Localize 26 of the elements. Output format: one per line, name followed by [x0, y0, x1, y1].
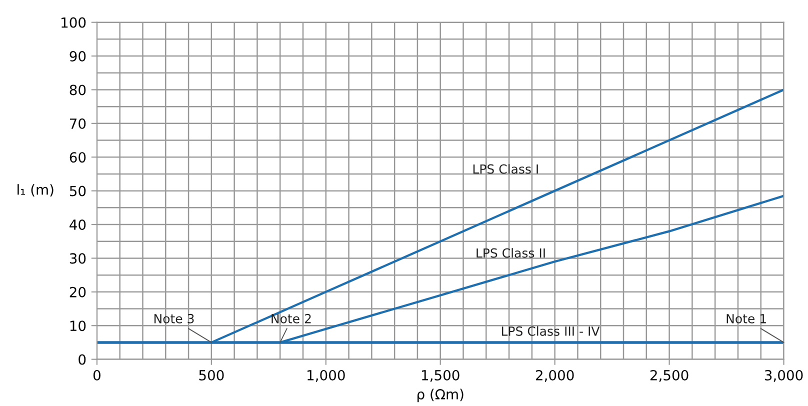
y-tick-label: 90: [70, 50, 86, 62]
y-tick-label: 80: [70, 84, 86, 96]
annotation: Note 2: [272, 314, 311, 324]
y-tick-label: 0: [78, 354, 86, 365]
x-tick-label: 3,000: [764, 370, 803, 382]
x-tick-label: 500: [199, 370, 224, 380]
y-tick-label: 60: [70, 152, 86, 163]
annotation: Note 3: [154, 314, 194, 324]
y-tick-label: 40: [70, 219, 86, 230]
series-label: LPS Class II: [476, 248, 545, 258]
y-tick-label: 10: [70, 320, 86, 332]
y-tick-label: 50: [70, 186, 86, 196]
y-axis-title: l₁ (m): [18, 184, 54, 196]
x-axis-title: ρ (Ωm): [418, 388, 464, 402]
x-tick-label: 0: [93, 370, 100, 380]
series-label: LPS Class III - IV: [502, 326, 600, 336]
series-label: LPS Class I: [473, 164, 538, 174]
y-tick-label: 20: [70, 286, 86, 298]
annotation: Note 1: [726, 314, 766, 324]
y-tick-label: 30: [70, 253, 86, 264]
y-tick-label: 70: [70, 118, 86, 129]
x-tick-label: 2,000: [536, 370, 574, 382]
y-tick-label: 100: [62, 17, 86, 28]
x-tick-label: 1,000: [308, 370, 345, 382]
x-tick-label: 1,500: [422, 370, 460, 382]
x-tick-label: 2,500: [650, 370, 688, 382]
